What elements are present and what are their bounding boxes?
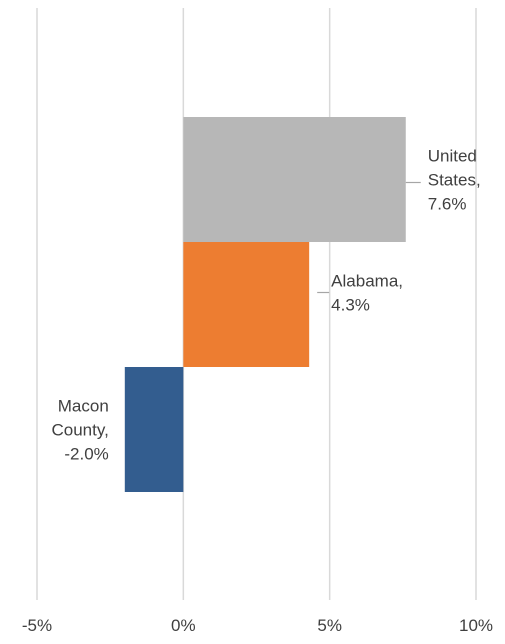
data-label: -2.0% [64,445,108,464]
x-tick-label: -5% [22,616,52,635]
data-label: 4.3% [331,296,370,315]
bars [124,117,406,492]
data-labels: United States, 7.6% Alabama, 4.3% Macon County… [51,147,480,464]
x-tick-label: 5% [317,616,342,635]
data-label: 7.6% [428,195,467,214]
data-label: County, [51,421,108,440]
data-label: Macon [58,397,109,416]
bar-macon-county [124,367,184,492]
data-label: United [428,147,477,166]
x-axis-ticks: -5% 0% 5% 10% [22,616,493,635]
data-label: States, [428,171,481,190]
bar-alabama [183,242,310,367]
data-label: Alabama, [331,272,403,291]
x-tick-label: 10% [459,616,493,635]
x-tick-label: 0% [171,616,196,635]
bar-united-states [183,117,406,242]
gridlines [36,8,477,600]
